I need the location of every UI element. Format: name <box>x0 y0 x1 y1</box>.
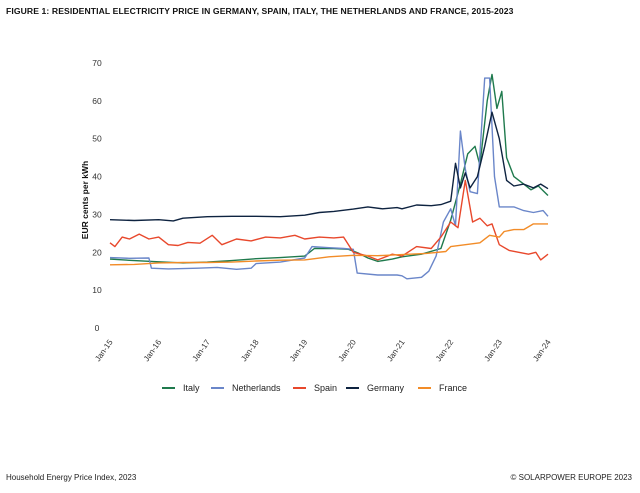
footer-source: Household Energy Price Index, 2023 <box>6 473 137 482</box>
y-tick-label: 0 <box>95 323 100 333</box>
series-line-spain <box>109 179 549 261</box>
y-tick-label: 60 <box>92 96 102 106</box>
y-axis-ticks: 0 10 20 30 40 50 60 70 <box>92 58 102 333</box>
y-tick-label: 40 <box>92 172 102 182</box>
x-tick-label: Jan-17 <box>191 338 213 364</box>
x-tick-label: Jan-24 <box>531 338 553 364</box>
series-line-netherlands <box>109 77 549 280</box>
y-tick-label: 10 <box>92 285 102 295</box>
x-tick-label: Jan-22 <box>434 338 456 364</box>
y-tick-label: 20 <box>92 247 102 257</box>
x-tick-label: Jan-23 <box>483 338 505 364</box>
series-lines <box>109 73 549 280</box>
figure-title: FIGURE 1: RESIDENTIAL ELECTRICITY PRICE … <box>6 6 514 16</box>
x-tick-label: Jan-20 <box>337 338 359 364</box>
y-tick-label: 70 <box>92 58 102 68</box>
x-tick-label: Jan-19 <box>288 338 310 364</box>
legend-label: Spain <box>314 383 337 393</box>
x-tick-label: Jan-15 <box>93 338 115 364</box>
footer-copyright: © SOLARPOWER EUROPE 2023 <box>510 473 633 482</box>
legend-label: Netherlands <box>232 383 281 393</box>
legend-label: France <box>439 383 467 393</box>
x-tick-label: Jan-21 <box>385 338 407 364</box>
y-tick-label: 50 <box>92 134 102 144</box>
series-line-germany <box>109 111 549 222</box>
x-axis-ticks: Jan-15 Jan-16 Jan-17 Jan-18 Jan-19 Jan-20 Jan-… <box>93 338 553 364</box>
x-tick-label: Jan-18 <box>239 338 261 364</box>
legend-label: Italy <box>183 383 200 393</box>
y-axis-label: EUR cents per kWh <box>80 161 90 239</box>
series-line-italy <box>109 73 549 264</box>
x-tick-label: Jan-16 <box>142 338 164 364</box>
legend: Italy Netherlands Spain Germany France <box>162 383 467 393</box>
y-tick-label: 30 <box>92 209 102 219</box>
legend-label: Germany <box>367 383 405 393</box>
series-line-france <box>109 223 548 266</box>
